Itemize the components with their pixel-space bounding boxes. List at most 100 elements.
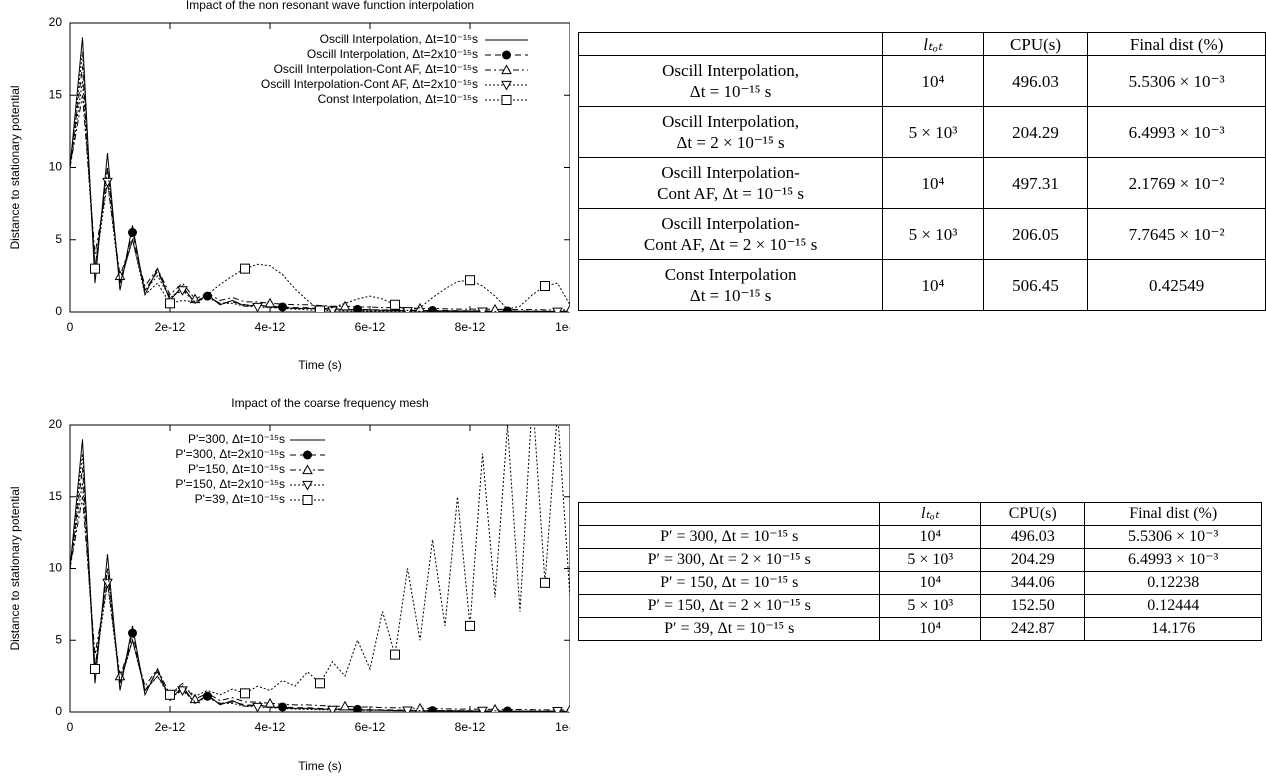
x-tick-label: 0 xyxy=(67,320,74,334)
cell: 6.4993 × 10⁻³ xyxy=(1087,106,1266,158)
cell: 2.1769 × 10⁻² xyxy=(1087,157,1266,209)
row-label: Oscill Interpolation, Δt = 10⁻¹⁵ s xyxy=(577,55,884,107)
cell: 0.42549 xyxy=(1087,259,1266,311)
marker xyxy=(465,620,475,631)
header-cell: Final dist (%) xyxy=(1084,502,1262,526)
table-row: Const Interpolation Δt = 10⁻¹⁵ s 10⁴ 506.45… xyxy=(577,259,1266,311)
header-cell xyxy=(577,502,881,526)
table-row: Oscill Interpolation- Cont AF, Δt = 10⁻¹⁵… xyxy=(577,157,1266,209)
marker xyxy=(402,706,413,712)
marker xyxy=(302,495,313,505)
marker xyxy=(490,303,500,312)
cell: 5 × 10³ xyxy=(882,208,984,260)
row-label-line: Oscill Interpolation, xyxy=(662,61,800,80)
y-axis-label: Distance to stationary potential xyxy=(8,85,22,249)
marker xyxy=(565,304,570,312)
x-tick-label: 1e-11 xyxy=(555,720,570,734)
header-row: lₜₒₜ CPU(s) Final dist (%) xyxy=(577,32,1266,56)
row-label-line: Const Interpolation xyxy=(664,265,797,284)
table-row: P′ = 300, Δt = 10⁻¹⁵ s 10⁴ 496.03 5.5306 × … xyxy=(577,525,1262,549)
cell: 6.4993 × 10⁻³ xyxy=(1084,548,1262,572)
x-tick-label: 6e-12 xyxy=(355,720,386,734)
header-cell: lₜₒₜ xyxy=(879,502,982,526)
marker xyxy=(390,299,400,310)
marker xyxy=(165,689,175,700)
chart-title: Impact of the non resonant wave function… xyxy=(186,0,474,12)
marker xyxy=(465,275,475,286)
marker xyxy=(552,307,563,312)
cell: 506.45 xyxy=(982,259,1089,311)
x-tick-label: 8e-12 xyxy=(455,320,486,334)
marker xyxy=(327,705,338,712)
row-label-line: Cont AF, Δt = 2 × 10⁻¹⁵ s xyxy=(643,235,818,254)
marker xyxy=(414,702,426,712)
table: lₜₒₜ CPU(s) Final dist (%) P′ = 300, Δt = 1… xyxy=(577,502,1262,641)
cell: 5.5306 × 10⁻³ xyxy=(1087,55,1266,107)
marker xyxy=(353,704,362,712)
marker xyxy=(477,307,488,312)
series-line xyxy=(70,467,570,712)
marker xyxy=(477,706,488,712)
cell: 242.87 xyxy=(980,617,1086,641)
y-tick-label: 10 xyxy=(49,561,63,575)
plot-frame xyxy=(69,424,570,713)
marker xyxy=(390,649,400,660)
cell: 5 × 10³ xyxy=(882,106,984,158)
legend-label: Oscill Interpolation, Δt=10⁻¹⁵s xyxy=(320,32,478,46)
row-label: Oscill Interpolation- Cont AF, Δt = 10⁻¹⁵… xyxy=(577,157,884,209)
legend-label: P'=150, Δt=2x10⁻¹⁵s xyxy=(175,477,285,491)
cell: 10⁴ xyxy=(882,157,984,209)
series-line xyxy=(70,95,570,311)
header-cell xyxy=(577,32,884,56)
row-label: P′ = 150, Δt = 2 × 10⁻¹⁵ s xyxy=(577,594,881,618)
row-label: P′ = 300, Δt = 2 × 10⁻¹⁵ s xyxy=(577,548,881,572)
marker xyxy=(315,678,325,689)
row-label-line: Cont AF, Δt = 10⁻¹⁵ s xyxy=(657,184,805,203)
row-label-line: Oscill Interpolation- xyxy=(661,214,800,233)
row-label-line: Δt = 10⁻¹⁵ s xyxy=(689,82,772,101)
y-tick-label: 10 xyxy=(49,160,63,174)
table-row: Oscill Interpolation, Δt = 2 × 10⁻¹⁵ s 5 ×… xyxy=(577,106,1266,158)
marker xyxy=(490,703,500,712)
series-line xyxy=(70,439,570,712)
row-label-line: Δt = 10⁻¹⁵ s xyxy=(689,286,772,305)
marker xyxy=(540,577,550,588)
marker xyxy=(252,702,263,712)
x-tick-label: 4e-12 xyxy=(255,320,286,334)
cell: 5 × 10³ xyxy=(879,548,982,572)
cell: 14.176 xyxy=(1084,617,1262,641)
y-axis-label: Distance to stationary potential xyxy=(8,486,22,650)
marker xyxy=(128,628,137,638)
legend-label: P'=300, Δt=10⁻¹⁵s xyxy=(188,432,285,446)
x-tick-label: 8e-12 xyxy=(455,720,486,734)
marker xyxy=(327,306,338,312)
marker xyxy=(501,64,512,75)
header-cell: Final dist (%) xyxy=(1087,32,1266,56)
plot-area xyxy=(70,37,570,312)
x-axis-label: Time (s) xyxy=(298,358,342,372)
row-label: P′ = 150, Δt = 10⁻¹⁵ s xyxy=(577,571,881,595)
table: lₜₒₜ CPU(s) Final dist (%) Oscill Interpola… xyxy=(577,32,1266,311)
marker xyxy=(303,450,312,460)
y-tick-label: 15 xyxy=(49,489,63,503)
marker xyxy=(278,302,287,312)
chart: Impact of the non resonant wave function… xyxy=(8,0,570,372)
marker xyxy=(252,302,263,312)
y-tick-label: 5 xyxy=(55,232,62,246)
cell: 10⁴ xyxy=(879,525,982,549)
x-tick-label: 2e-12 xyxy=(155,720,186,734)
marker xyxy=(501,95,512,105)
figure: Impact of the non resonant wave function… xyxy=(8,0,570,773)
cell: 496.03 xyxy=(980,525,1086,549)
cell: 152.50 xyxy=(980,594,1086,618)
y-tick-label: 5 xyxy=(55,632,62,646)
marker xyxy=(302,464,313,475)
series-line xyxy=(70,66,570,312)
marker xyxy=(353,304,362,312)
marker xyxy=(565,704,570,712)
row-label: P′ = 300, Δt = 10⁻¹⁵ s xyxy=(577,525,881,549)
legend-label: P'=150, Δt=10⁻¹⁵s xyxy=(188,462,285,476)
marker xyxy=(90,663,100,674)
